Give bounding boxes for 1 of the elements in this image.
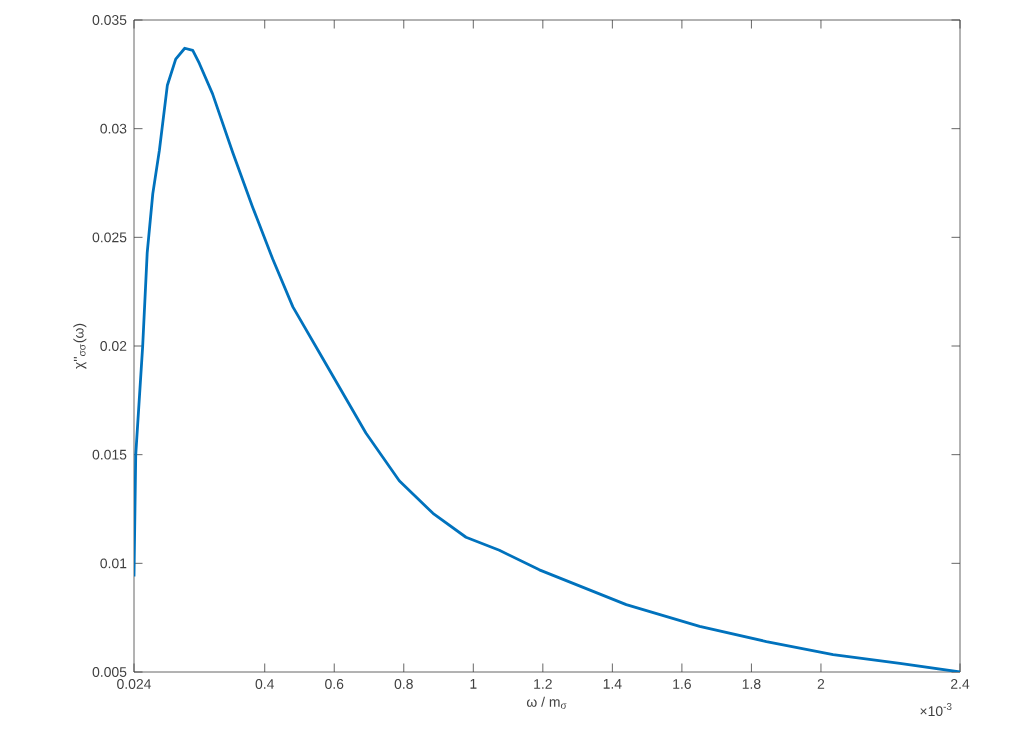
line-series <box>134 46 961 672</box>
